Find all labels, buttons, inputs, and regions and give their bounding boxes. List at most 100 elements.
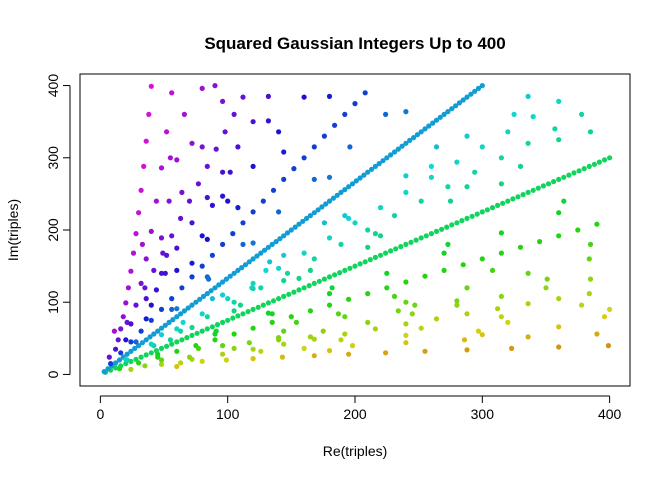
data-point (525, 189, 531, 195)
data-point (189, 220, 195, 226)
data-point (118, 350, 124, 356)
data-point (587, 276, 594, 282)
data-point (403, 173, 409, 179)
data-point (155, 351, 161, 357)
data-point (237, 302, 243, 308)
data-point (575, 227, 581, 233)
data-point (439, 226, 445, 232)
data-point (372, 254, 378, 260)
data-point (242, 262, 249, 268)
plot-area-frame (79, 73, 631, 387)
data-points (101, 83, 613, 375)
data-point (276, 209, 282, 215)
data-point (174, 306, 180, 312)
data-point (296, 287, 302, 293)
data-point (291, 289, 297, 295)
data-point (113, 365, 119, 371)
data-point (225, 296, 231, 302)
data-point (556, 233, 562, 239)
x-tick-label: 300 (471, 406, 495, 422)
data-point (212, 285, 218, 291)
data-point (460, 262, 466, 268)
data-point (186, 198, 193, 204)
data-point (288, 314, 294, 320)
data-point (525, 270, 531, 276)
data-point (189, 260, 195, 266)
data-point (151, 267, 157, 273)
data-point (189, 332, 195, 338)
data-point (561, 174, 567, 180)
data-point (189, 140, 195, 146)
data-point (133, 231, 139, 237)
data-point (136, 360, 142, 366)
data-point (199, 233, 205, 239)
data-point (445, 241, 451, 247)
data-point (138, 187, 144, 193)
data-point (158, 270, 165, 276)
data-point (330, 195, 336, 201)
data-point (231, 270, 237, 276)
data-point (240, 241, 246, 247)
data-point (346, 296, 352, 302)
data-point (391, 213, 398, 219)
x-tick-label: 200 (343, 406, 367, 422)
data-point (422, 273, 428, 279)
data-point (377, 252, 384, 258)
data-point (123, 356, 129, 362)
data-point (338, 241, 344, 247)
data-point (174, 363, 180, 370)
data-point (399, 143, 405, 149)
data-point (337, 270, 343, 276)
data-point (250, 240, 256, 246)
data-point (472, 88, 478, 94)
data-point (311, 280, 317, 286)
data-point (246, 259, 252, 265)
data-point (403, 189, 409, 195)
data-point (246, 340, 252, 346)
data-point (307, 267, 313, 273)
data-point (468, 91, 474, 97)
data-point (365, 227, 371, 233)
data-point (489, 267, 496, 273)
data-point (288, 227, 294, 233)
data-point (277, 236, 283, 242)
data-point (413, 237, 419, 243)
data-point (265, 300, 271, 306)
data-point (335, 311, 341, 317)
data-point (123, 300, 129, 306)
data-point (128, 268, 134, 274)
data-point (260, 198, 266, 204)
data-point (556, 176, 562, 182)
data-point (511, 111, 517, 117)
data-point (220, 319, 226, 325)
data-point (321, 220, 327, 226)
data-point (326, 302, 333, 308)
data-point (596, 159, 603, 165)
data-point (464, 94, 470, 100)
data-point (111, 328, 117, 334)
data-point (213, 328, 219, 334)
data-point (120, 314, 126, 320)
data-point (240, 311, 246, 317)
data-point (556, 296, 562, 302)
data-point (174, 157, 180, 163)
data-point (250, 119, 256, 125)
data-point (199, 144, 205, 150)
data-point (520, 192, 526, 198)
data-point (403, 279, 409, 285)
x-tick-label: 400 (598, 406, 622, 422)
data-point (535, 185, 541, 191)
data-point (204, 194, 210, 201)
data-point (225, 317, 231, 323)
data-point (321, 276, 327, 282)
data-point (561, 198, 567, 204)
data-point (148, 317, 154, 323)
data-point (517, 244, 524, 250)
data-point (525, 301, 531, 307)
data-point (509, 345, 515, 351)
data-point (132, 345, 138, 351)
data-point (453, 103, 459, 109)
data-point (311, 353, 317, 359)
data-point (155, 328, 161, 334)
data-point (296, 275, 302, 281)
